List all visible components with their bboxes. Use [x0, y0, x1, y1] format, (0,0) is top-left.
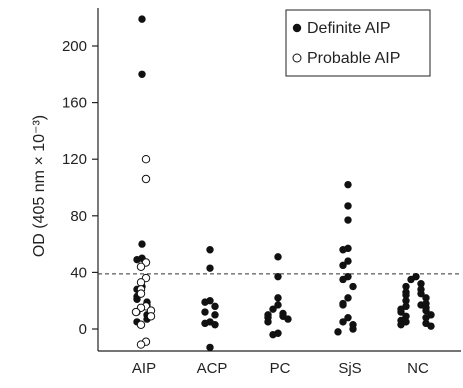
- probable-point-aip: [136, 289, 146, 298]
- definite-point-nc: [402, 297, 410, 305]
- definite-point-sjs: [344, 202, 352, 210]
- definite-point-nc: [397, 321, 405, 329]
- definite-point-pc: [264, 318, 272, 326]
- definite-point-acp: [206, 246, 214, 254]
- legend-marker-probable: [292, 53, 302, 63]
- definite-point-sjs: [339, 275, 347, 284]
- legend-label-definite: Definite AIP: [307, 20, 391, 37]
- legend-label-probable: Probable AIP: [307, 50, 400, 67]
- definite-point-aip: [138, 240, 146, 248]
- definite-point-sjs: [339, 246, 347, 254]
- x-ticks: AIP ACP PC SjS NC: [132, 360, 429, 377]
- legend-box: [285, 9, 431, 77]
- definite-point-acp: [211, 321, 219, 329]
- definite-point-acp: [201, 308, 209, 316]
- definite-point-sjs: [349, 325, 357, 333]
- definite-point-nc: [397, 308, 405, 316]
- definite-point-aip: [133, 255, 141, 264]
- definite-point-nc: [417, 289, 425, 298]
- definite-point-pc: [274, 272, 282, 281]
- data-points: [131, 15, 435, 352]
- definite-point-pc: [274, 294, 282, 302]
- probable-point-aip: [136, 340, 146, 349]
- definite-point-acp: [211, 311, 219, 319]
- definite-point-nc: [422, 294, 430, 302]
- definite-point-nc: [427, 322, 435, 330]
- x-tick-label-acp: ACP: [197, 360, 228, 377]
- y-tick-label: 200: [62, 38, 87, 55]
- definite-point-nc: [402, 291, 410, 299]
- definite-point-pc: [274, 253, 282, 261]
- definite-point-aip: [133, 295, 141, 303]
- definite-point-nc: [417, 280, 425, 288]
- probable-point-aip: [136, 278, 146, 287]
- axes-layer: [97, 8, 461, 352]
- definite-point-pc: [269, 330, 277, 339]
- y-tick-label: 40: [70, 264, 87, 281]
- probable-point-aip: [136, 320, 146, 329]
- definite-point-nc: [407, 275, 415, 284]
- definite-point-nc: [402, 312, 410, 320]
- definite-point-pc: [274, 301, 282, 309]
- y-tick-label: 0: [79, 321, 87, 338]
- y-tick-label: 120: [62, 151, 87, 168]
- definite-point-nc: [402, 282, 410, 291]
- definite-point-acp: [201, 319, 209, 328]
- x-tick-label-aip: AIP: [132, 360, 156, 377]
- x-tick-label-pc: PC: [270, 360, 291, 377]
- definite-point-pc: [284, 315, 292, 323]
- definite-point-sjs: [344, 294, 352, 302]
- x-tick-label-nc: NC: [407, 360, 429, 377]
- y-axis-title: OD (405 nm × 10⁻³): [31, 115, 48, 257]
- probable-point-aip: [141, 174, 151, 184]
- definite-point-acp: [211, 302, 219, 311]
- definite-point-sjs: [339, 261, 347, 270]
- definite-point-aip: [138, 70, 146, 79]
- y-tick-label: 160: [62, 95, 87, 112]
- definite-point-sjs: [334, 328, 342, 336]
- definite-point-sjs: [339, 301, 347, 309]
- probable-point-aip: [146, 312, 156, 321]
- definite-point-acp: [206, 343, 214, 352]
- definite-point-pc: [269, 305, 277, 313]
- y-ticks: 0 40 80 120 160 200: [62, 38, 98, 338]
- definite-point-sjs: [344, 180, 352, 189]
- legend-marker-definite: [292, 23, 302, 33]
- probable-point-aip: [141, 155, 151, 164]
- definite-point-sjs: [344, 216, 352, 224]
- y-tick-label: 80: [70, 208, 87, 225]
- legend: Definite AIP Probable AIP: [285, 9, 431, 77]
- definite-point-sjs: [344, 313, 352, 322]
- definite-point-acp: [206, 264, 214, 272]
- x-tick-label-sjs: SjS: [338, 360, 361, 377]
- definite-point-sjs: [349, 282, 357, 291]
- definite-point-aip: [138, 15, 146, 23]
- definite-point-sjs: [339, 318, 347, 326]
- definite-point-sjs: [344, 257, 352, 265]
- probable-point-aip: [136, 262, 146, 271]
- definite-point-nc: [422, 313, 430, 322]
- definite-point-acp: [201, 298, 209, 306]
- probable-point-aip: [131, 307, 141, 317]
- definite-point-nc: [422, 306, 430, 315]
